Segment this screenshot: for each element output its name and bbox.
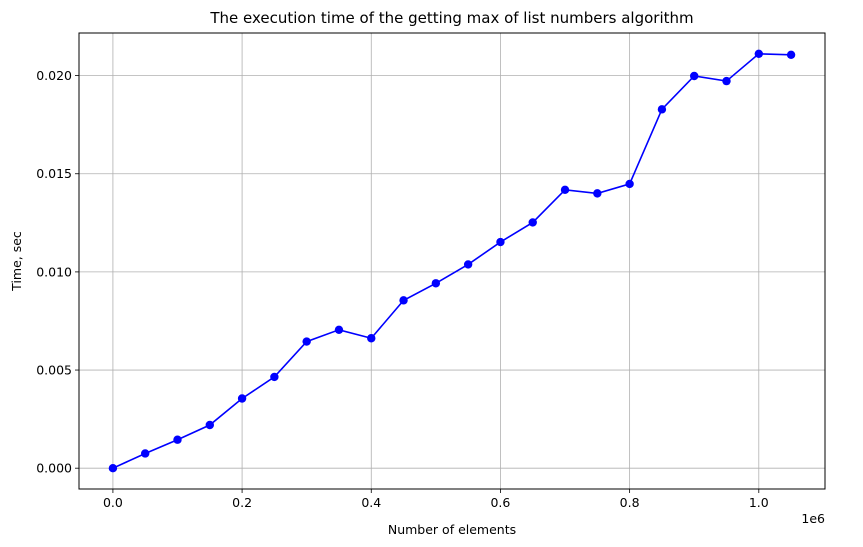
data-point: [560, 185, 570, 195]
y-tick-label: 0.000: [36, 461, 72, 476]
x-axis: 0.0 0.2 0.4 0.6 0.8 1.0: [103, 489, 769, 510]
data-point: [399, 296, 408, 305]
chart-title: The execution time of the getting max of…: [209, 9, 693, 27]
data-point: [722, 76, 731, 86]
data-point: [786, 50, 796, 59]
data-point: [690, 71, 699, 81]
y-tick-label: 0.015: [36, 166, 72, 181]
grid: [79, 33, 825, 489]
data-point: [270, 372, 279, 382]
x-tick-label: 0.6: [490, 495, 510, 510]
y-tick-label: 0.020: [36, 68, 72, 83]
x-tick-label: 0.4: [361, 495, 381, 510]
data-point: [463, 260, 473, 269]
x-tick-label: 1.0: [749, 495, 769, 510]
data-point: [625, 179, 634, 189]
x-axis-label: Number of elements: [388, 522, 516, 537]
y-axis-label: Time, sec: [9, 231, 24, 292]
plot-frame: [78, 32, 826, 490]
x-tick-label: 0.0: [103, 495, 123, 510]
data-point: [528, 218, 537, 227]
data-point: [205, 420, 214, 430]
data-point: [173, 435, 182, 444]
data-point: [108, 463, 118, 473]
y-axis: 0.000 0.005 0.010 0.015 0.020: [36, 68, 79, 476]
series-line: [112, 53, 792, 469]
data-point: [367, 334, 376, 343]
data-point: [754, 49, 763, 59]
data-point: [431, 279, 441, 288]
data-point: [237, 394, 247, 403]
data-point: [657, 105, 667, 114]
y-tick-label: 0.010: [36, 264, 72, 279]
x-tick-label: 0.8: [620, 495, 640, 510]
data-point: [334, 325, 344, 335]
x-tick-label: 0.2: [232, 495, 252, 510]
y-tick-label: 0.005: [36, 363, 72, 378]
data-point: [496, 237, 505, 247]
data-point: [593, 189, 602, 198]
series-layer: [108, 49, 796, 473]
x-axis-offset-label: 1e6: [801, 511, 825, 526]
data-point: [141, 449, 150, 458]
data-point: [302, 337, 311, 346]
